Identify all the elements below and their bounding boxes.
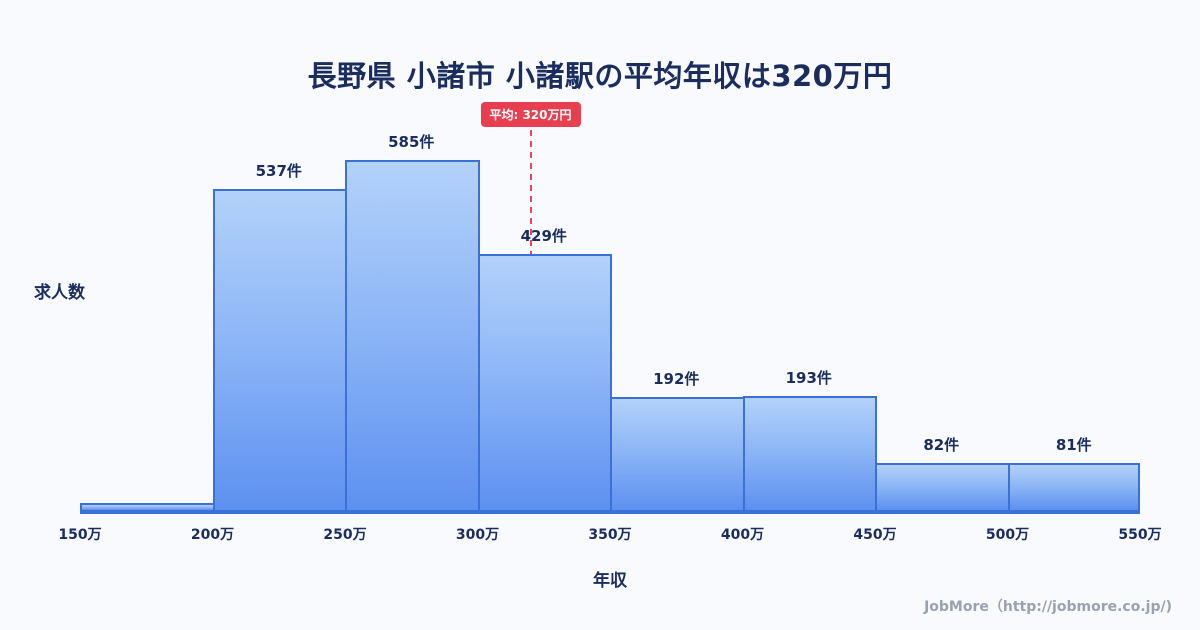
bar — [477, 253, 612, 512]
bar-value-label: 429件 — [520, 226, 567, 245]
bar — [345, 160, 480, 512]
x-axis-label: 年収 — [593, 571, 627, 591]
x-tick-label: 500万 — [985, 527, 1030, 543]
bar-value-label: 193件 — [785, 368, 832, 387]
bar — [80, 502, 215, 512]
bar-value-label: 585件 — [388, 133, 435, 152]
bar-value-label: 192件 — [653, 369, 700, 388]
plot-area: 平均: 320万円 537件 585件 429件 192件 193件 82件 81件 150万… — [58, 100, 1162, 543]
x-tick-label: 200万 — [190, 527, 235, 543]
x-tick-label: 150万 — [58, 527, 102, 543]
x-tick-label: 450万 — [853, 527, 897, 543]
x-tick-label: 300万 — [455, 527, 500, 543]
bar-value-label: 81件 — [1055, 436, 1092, 455]
average-badge: 平均: 320万円 — [480, 102, 581, 127]
bar-value-label: 537件 — [255, 162, 302, 181]
bar — [875, 462, 1010, 512]
bar — [1007, 463, 1140, 512]
x-tick-label: 550万 — [1118, 527, 1162, 543]
x-tick-label: 400万 — [720, 527, 765, 543]
bar — [212, 189, 347, 512]
bar — [610, 396, 745, 512]
x-tick-label: 250万 — [323, 527, 367, 543]
footer-credit: JobMore（http://jobmore.co.jp/) — [924, 599, 1172, 615]
x-tick-label: 350万 — [588, 527, 632, 543]
chart-title: 長野県 小諸市 小諸駅の平均年収は320万円 — [307, 59, 893, 94]
bar — [742, 395, 877, 512]
bar-value-label: 82件 — [923, 435, 960, 454]
y-axis-label: 求人数 — [34, 283, 85, 303]
